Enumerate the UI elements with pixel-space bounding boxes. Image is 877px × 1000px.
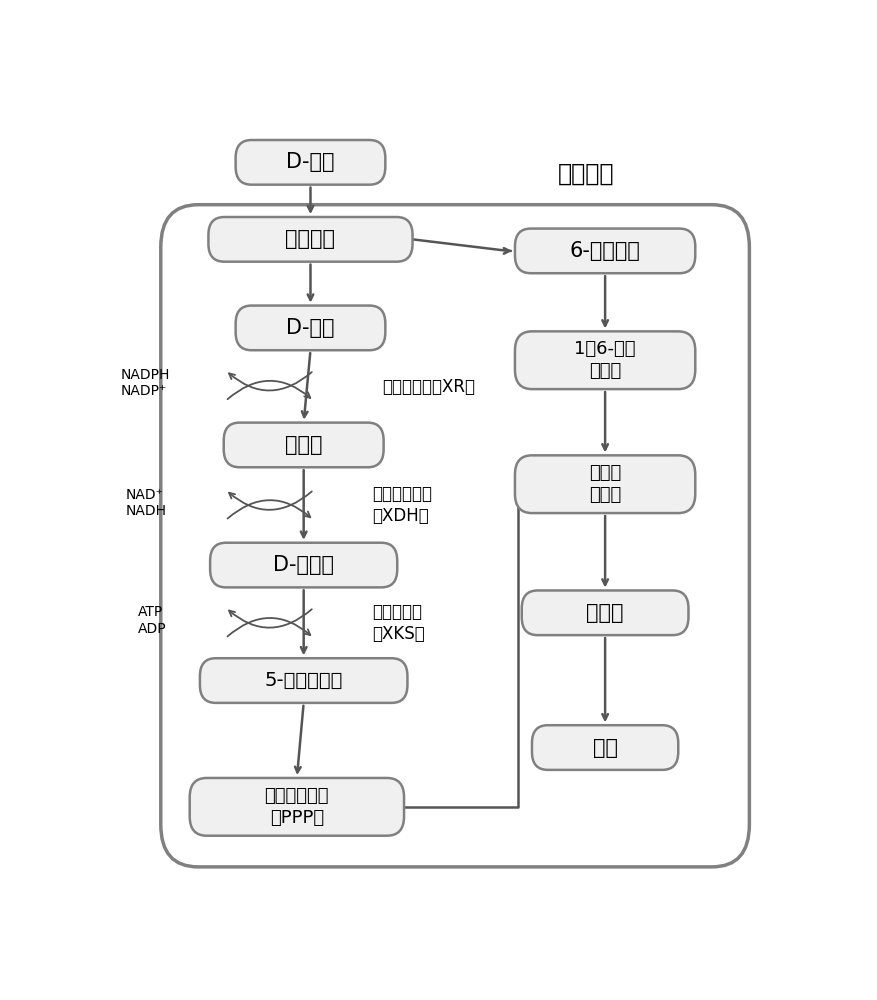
FancyBboxPatch shape	[235, 306, 385, 350]
FancyBboxPatch shape	[189, 778, 403, 836]
Text: 木糖转运: 木糖转运	[285, 229, 335, 249]
Text: NADPH
NADP⁺: NADPH NADP⁺	[120, 368, 169, 398]
Text: 木糖醇: 木糖醇	[285, 435, 322, 455]
Text: 乙醇: 乙醇	[592, 738, 617, 758]
Text: NAD⁺
NADH: NAD⁺ NADH	[125, 488, 166, 518]
Text: 木糖还原酶（XR）: 木糖还原酶（XR）	[381, 378, 474, 396]
Text: 三磷酸
甘油醐: 三磷酸 甘油醐	[588, 464, 621, 504]
FancyBboxPatch shape	[210, 543, 396, 587]
Text: 木酮糖激酶
（XKS）: 木酮糖激酶 （XKS）	[371, 603, 424, 643]
Text: 5-磷酸木酮糖: 5-磷酸木酮糖	[264, 671, 343, 690]
FancyBboxPatch shape	[515, 229, 695, 273]
FancyBboxPatch shape	[160, 205, 749, 867]
Text: 6-磷酸果糖: 6-磷酸果糖	[569, 241, 640, 261]
Text: D-木糖: D-木糖	[286, 318, 334, 338]
Text: 丙酮酸: 丙酮酸	[586, 603, 624, 623]
Text: 木糖醇脱氢酶
（XDH）: 木糖醇脱氢酶 （XDH）	[371, 485, 431, 525]
Text: D-木糖: D-木糖	[286, 152, 334, 172]
FancyBboxPatch shape	[531, 725, 678, 770]
FancyBboxPatch shape	[515, 455, 695, 513]
Text: D-木酮糖: D-木酮糖	[273, 555, 334, 575]
FancyBboxPatch shape	[224, 423, 383, 467]
Text: 酿酒酵母: 酿酒酵母	[557, 162, 614, 186]
FancyBboxPatch shape	[521, 590, 688, 635]
Text: 磷酸戊糖途径
（PPP）: 磷酸戊糖途径 （PPP）	[264, 787, 329, 827]
Text: 1，6-二磷
酸果糖: 1，6-二磷 酸果糖	[574, 340, 635, 380]
Text: ATP
ADP: ATP ADP	[138, 605, 166, 636]
FancyBboxPatch shape	[515, 331, 695, 389]
FancyBboxPatch shape	[208, 217, 412, 262]
FancyBboxPatch shape	[200, 658, 407, 703]
FancyBboxPatch shape	[235, 140, 385, 185]
